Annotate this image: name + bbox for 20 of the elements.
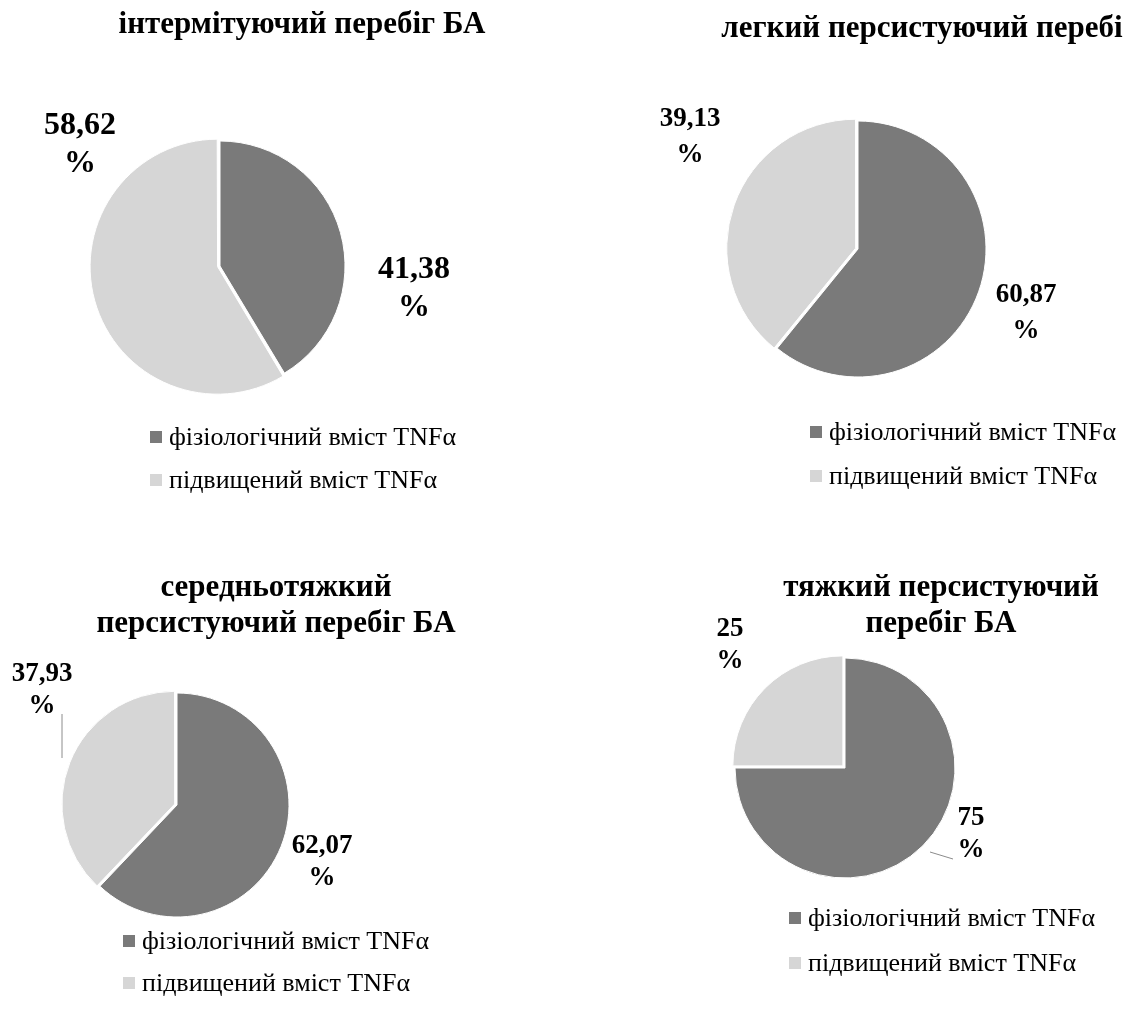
chart-title: інтермітуючий перебіг БА	[117, 5, 487, 41]
data-label: 41,38 %	[378, 249, 450, 324]
data-label: 75 %	[957, 800, 985, 863]
legend-label: фізіологічний вміст TNFα	[829, 417, 1117, 447]
chart-title: тяжкий персистуючий перебіг БА	[782, 568, 1100, 640]
data-label: 37,93 %	[11, 656, 73, 719]
legend-label: підвищений вміст TNFα	[142, 968, 411, 998]
data-label: 62,07 %	[291, 828, 353, 891]
legend-label: фізіологічний вміст TNFα	[169, 421, 457, 452]
data-label: 60,87 %	[995, 277, 1057, 344]
data-label: 39,13 %	[659, 101, 721, 168]
legend-label: підвищений вміст TNFα	[829, 461, 1098, 491]
legend-label: фізіологічний вміст TNFα	[808, 902, 1096, 933]
legend-label: фізіологічний вміст TNFα	[142, 926, 430, 956]
legend-label: підвищений вміст TNFα	[169, 464, 438, 495]
chart-title: легкий персистуючий перебі	[720, 9, 1124, 45]
data-label: 25 %	[716, 611, 744, 674]
data-label: 58,62 %	[44, 105, 116, 180]
chart-title: середньотяжкий персистуючий перебіг БА	[95, 568, 457, 640]
legend-label: підвищений вміст TNFα	[808, 947, 1077, 978]
